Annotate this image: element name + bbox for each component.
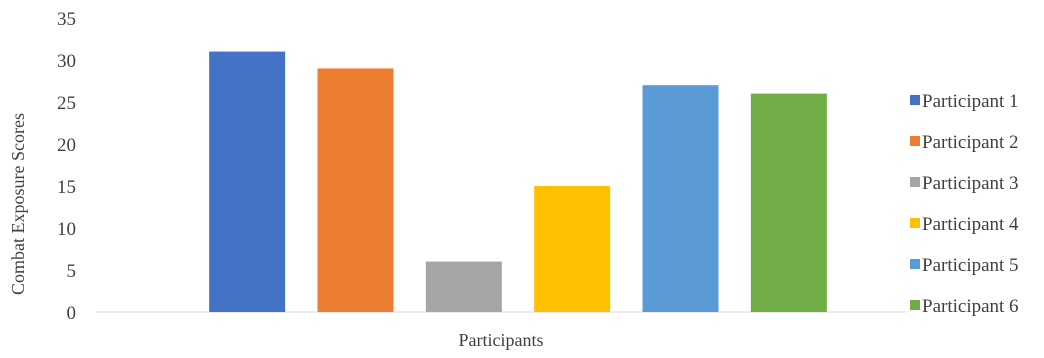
legend-label: Participant 6 xyxy=(922,296,1019,317)
bars xyxy=(209,51,827,313)
bar-participant-1 xyxy=(209,51,286,312)
legend-label: Participant 4 xyxy=(922,214,1019,235)
y-tick-label: 10 xyxy=(57,219,76,240)
y-tick-label: 25 xyxy=(57,93,76,114)
legend-label: Participant 2 xyxy=(922,132,1019,153)
y-tick-label: 20 xyxy=(57,135,76,156)
legend-label: Participant 5 xyxy=(922,255,1019,276)
legend-swatch xyxy=(910,136,920,146)
bar-participant-4 xyxy=(534,186,611,312)
bar-participant-3 xyxy=(425,261,502,312)
y-tick-label: 15 xyxy=(57,177,76,198)
y-axis-ticks: 0 5 10 15 20 25 30 35 xyxy=(57,9,76,324)
y-tick-label: 35 xyxy=(57,9,76,30)
legend-label: Participant 3 xyxy=(922,173,1019,194)
legend-label: Participant 1 xyxy=(922,91,1019,112)
y-tick-label: 0 xyxy=(67,303,77,324)
legend: Participant 1 Participant 2 Participant 3 P… xyxy=(910,91,1019,317)
bar-participant-5 xyxy=(642,85,719,312)
y-tick-label: 5 xyxy=(67,261,77,282)
y-axis-title: Combat Exposure Scores xyxy=(8,113,28,295)
bar-participant-2 xyxy=(317,68,394,313)
x-axis-title: Participants xyxy=(459,330,544,350)
legend-swatch xyxy=(910,95,920,105)
bar-participant-6 xyxy=(750,93,827,312)
legend-swatch xyxy=(910,259,920,269)
legend-swatch xyxy=(910,177,920,187)
y-tick-label: 30 xyxy=(57,51,76,72)
legend-swatch xyxy=(910,300,920,310)
legend-swatch xyxy=(910,218,920,228)
